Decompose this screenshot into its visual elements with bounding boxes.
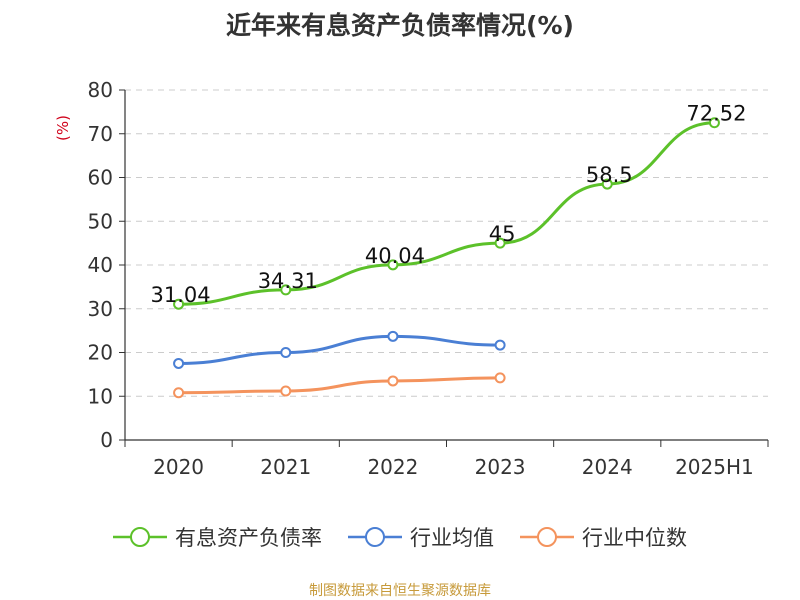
x-tick-label: 2022 [367, 455, 418, 479]
data-point [494, 372, 506, 384]
legend-item-industry-mean[interactable]: 行业均值 [348, 522, 494, 552]
data-point [387, 375, 399, 387]
legend-label: 行业均值 [410, 526, 494, 550]
chart-title: 近年来有息资产负债率情况(%) [226, 11, 574, 40]
data-label: 45 [489, 222, 516, 246]
data-point [173, 298, 185, 310]
x-tick-label: 2020 [153, 455, 204, 479]
legend: 有息资产负债率 行业均值 行业中位数 [0, 522, 800, 552]
legend-label: 有息资产负债率 [175, 526, 322, 550]
data-point [173, 387, 185, 399]
data-point [494, 237, 506, 249]
y-tick-label: 70 [88, 122, 113, 146]
legend-item-industry-median[interactable]: 行业中位数 [520, 522, 687, 552]
y-tick-label: 10 [88, 384, 113, 408]
data-label: 34.31 [258, 269, 318, 293]
legend-swatch-orange [520, 527, 574, 547]
data-point [708, 117, 720, 129]
y-tick-label: 80 [88, 78, 113, 102]
legend-swatch-blue [348, 527, 402, 547]
legend-swatch-green [113, 527, 167, 547]
data-point [387, 330, 399, 342]
data-label: 40.04 [365, 244, 425, 268]
data-point [280, 385, 292, 397]
data-point [494, 339, 506, 351]
y-tick-label: 20 [88, 341, 113, 365]
legend-label: 行业中位数 [582, 526, 687, 550]
data-point [601, 178, 613, 190]
data-label: 72.52 [686, 102, 746, 126]
y-axis-label: (%) [54, 115, 72, 141]
y-tick-label: 30 [88, 297, 113, 321]
y-tick-label: 50 [88, 209, 113, 233]
data-point [280, 284, 292, 296]
data-label: 58.5 [586, 163, 633, 187]
source-note: 制图数据来自恒生聚源数据库 [309, 583, 491, 599]
y-tick-label: 60 [88, 166, 113, 190]
y-tick-label: 40 [88, 253, 113, 277]
x-tick-label: 2023 [475, 455, 526, 479]
y-tick-label: 0 [100, 428, 113, 452]
data-label: 31.04 [151, 283, 211, 307]
data-point [173, 357, 185, 369]
legend-item-interest-debt-ratio[interactable]: 有息资产负债率 [113, 522, 322, 552]
x-tick-label: 2024 [582, 455, 633, 479]
series-line [178, 376, 501, 395]
x-tick-label: 2025H1 [675, 455, 754, 479]
data-point [387, 259, 399, 271]
series-line [178, 121, 715, 306]
series-line [178, 334, 501, 365]
data-point [280, 347, 292, 358]
x-tick-label: 2021 [260, 455, 311, 479]
